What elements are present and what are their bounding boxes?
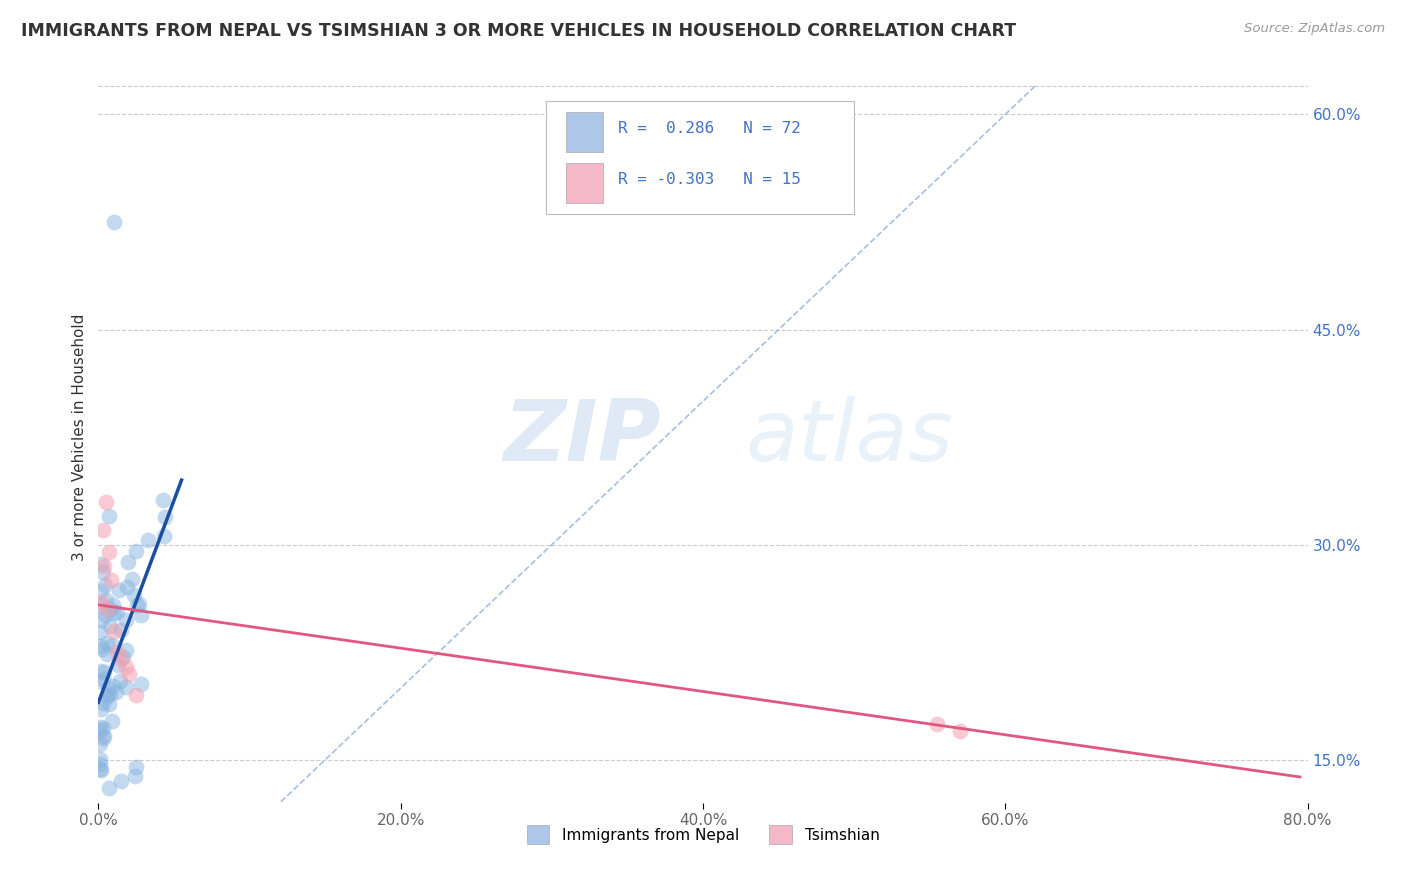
Point bbox=[129, 677, 152, 691]
Point bbox=[103, 624, 125, 638]
Point bbox=[94, 578, 117, 592]
Point bbox=[108, 582, 131, 597]
Point bbox=[98, 619, 121, 633]
Point bbox=[125, 688, 148, 702]
Point bbox=[90, 764, 112, 778]
Point bbox=[94, 592, 117, 607]
Point bbox=[103, 599, 125, 613]
Text: Source: ZipAtlas.com: Source: ZipAtlas.com bbox=[1244, 22, 1385, 36]
Text: R = -0.303   N = 15: R = -0.303 N = 15 bbox=[619, 172, 801, 187]
Point bbox=[91, 722, 114, 736]
Text: atlas: atlas bbox=[745, 395, 953, 479]
FancyBboxPatch shape bbox=[567, 112, 603, 153]
Point bbox=[100, 574, 122, 588]
Point bbox=[121, 572, 143, 586]
Point bbox=[93, 729, 115, 743]
Point bbox=[89, 723, 111, 737]
Point bbox=[91, 565, 114, 579]
Point bbox=[91, 641, 114, 656]
Point bbox=[117, 555, 139, 569]
Point bbox=[115, 643, 138, 657]
Point bbox=[93, 665, 115, 679]
Point bbox=[103, 215, 125, 229]
Point bbox=[91, 672, 114, 686]
Point bbox=[110, 652, 132, 666]
Point bbox=[103, 607, 125, 621]
Point bbox=[96, 636, 118, 650]
Point bbox=[90, 664, 112, 678]
Point bbox=[96, 602, 118, 616]
Point bbox=[98, 687, 121, 701]
Point bbox=[89, 674, 111, 689]
Point bbox=[89, 639, 111, 653]
Point bbox=[114, 613, 136, 627]
Point bbox=[90, 595, 112, 609]
Point bbox=[89, 598, 111, 612]
Point bbox=[110, 774, 132, 789]
Point bbox=[90, 613, 112, 627]
Point bbox=[93, 559, 115, 574]
Point bbox=[98, 697, 121, 711]
Point bbox=[107, 658, 129, 673]
Text: R =  0.286   N = 72: R = 0.286 N = 72 bbox=[619, 121, 801, 136]
Point bbox=[100, 638, 122, 652]
Point bbox=[89, 752, 111, 766]
Point bbox=[927, 717, 949, 731]
Point bbox=[98, 545, 121, 559]
Point bbox=[91, 731, 114, 745]
Point bbox=[153, 529, 176, 543]
Point bbox=[117, 580, 139, 594]
Point bbox=[96, 648, 118, 662]
Point bbox=[98, 602, 121, 616]
Point bbox=[108, 673, 131, 688]
Point bbox=[98, 781, 121, 796]
Point bbox=[125, 760, 148, 774]
Point bbox=[101, 714, 124, 728]
Point bbox=[152, 493, 174, 508]
Point bbox=[89, 625, 111, 640]
Point bbox=[111, 650, 134, 665]
Point bbox=[114, 659, 136, 673]
Legend: Immigrants from Nepal, Tsimshian: Immigrants from Nepal, Tsimshian bbox=[520, 819, 886, 850]
Point bbox=[138, 533, 160, 548]
Point bbox=[114, 680, 136, 694]
Point bbox=[105, 685, 128, 699]
Point bbox=[97, 681, 120, 695]
Point bbox=[127, 598, 149, 612]
Point bbox=[91, 696, 114, 710]
Point bbox=[124, 768, 146, 782]
Point bbox=[96, 688, 118, 702]
Point bbox=[124, 588, 146, 602]
Point bbox=[89, 738, 111, 752]
Point bbox=[94, 494, 117, 508]
Point bbox=[91, 524, 114, 538]
Point bbox=[89, 720, 111, 734]
Point bbox=[90, 583, 112, 598]
Point bbox=[103, 679, 125, 693]
Point bbox=[89, 757, 111, 772]
Point bbox=[105, 645, 128, 659]
Point bbox=[90, 557, 112, 571]
Point bbox=[128, 598, 150, 612]
FancyBboxPatch shape bbox=[546, 101, 855, 214]
Point bbox=[129, 607, 152, 622]
Point bbox=[125, 543, 148, 558]
FancyBboxPatch shape bbox=[567, 163, 603, 203]
Point bbox=[118, 666, 141, 681]
Y-axis label: 3 or more Vehicles in Household: 3 or more Vehicles in Household bbox=[72, 313, 87, 561]
Point bbox=[153, 510, 176, 524]
Point bbox=[110, 623, 132, 637]
Point bbox=[90, 702, 112, 716]
Text: IMMIGRANTS FROM NEPAL VS TSIMSHIAN 3 OR MORE VEHICLES IN HOUSEHOLD CORRELATION C: IMMIGRANTS FROM NEPAL VS TSIMSHIAN 3 OR … bbox=[21, 22, 1017, 40]
Point bbox=[949, 724, 972, 739]
Point bbox=[89, 763, 111, 777]
Point bbox=[94, 608, 117, 623]
Point bbox=[98, 508, 121, 523]
Point bbox=[96, 689, 118, 703]
Point bbox=[105, 605, 128, 619]
Text: ZIP: ZIP bbox=[503, 395, 661, 479]
